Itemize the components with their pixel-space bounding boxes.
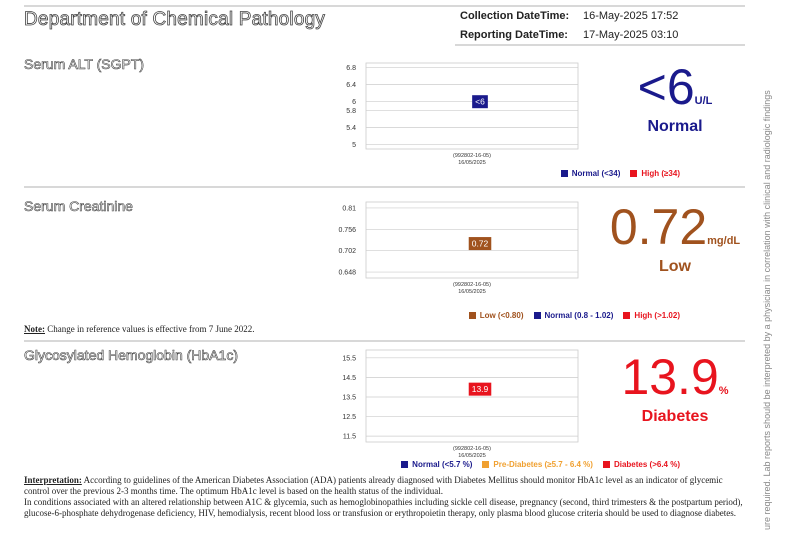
result-status: Low <box>659 258 691 275</box>
field-value: 16-May-2025 17:52 <box>583 10 679 22</box>
legend: Normal (<5.7 %) Pre-Diabetes (≥5.7 - 6.4 … <box>401 460 680 469</box>
interpretation-text: According to guidelines of the American … <box>24 475 723 496</box>
legend-label: Normal (<5.7 %) <box>412 460 473 469</box>
legend-label: High (≥34) <box>641 169 680 178</box>
value-label: 0.72 <box>472 239 489 249</box>
test-name: Serum Creatinine <box>24 198 134 215</box>
legend-label: Normal (<34) <box>571 169 621 178</box>
legend-item: Normal (<34) <box>560 169 621 178</box>
y-tick-label: 6 <box>352 99 356 106</box>
report-title: Department of Chemical Pathology <box>24 9 326 31</box>
value-label: 13.9 <box>472 384 489 394</box>
result-unit: mg/dL <box>707 235 741 247</box>
legend-label: High (>1.02) <box>634 311 680 320</box>
legend-label: Diabetes (>6.4 %) <box>613 460 680 469</box>
interpretation-paragraph: In conditions associated with an altered… <box>24 497 743 518</box>
legend-item: High (≥34) <box>630 169 680 178</box>
legend-swatch <box>560 170 568 177</box>
legend-swatch <box>630 170 638 177</box>
value-marker: 13.9 <box>468 382 492 396</box>
result-unit: % <box>718 385 729 397</box>
result: 13.9% Diabetes <box>588 352 762 426</box>
result-value: <6 <box>637 59 695 115</box>
legend-item: High (>1.02) <box>623 311 680 320</box>
legend-item: Diabetes (>6.4 %) <box>602 460 680 469</box>
legend-swatch <box>468 312 476 319</box>
legend-item: Normal (0.8 - 1.02) <box>533 311 614 320</box>
result-line: <6U/L <box>588 62 762 112</box>
interpretation: Interpretation: According to guidelines … <box>24 475 746 519</box>
y-tick-label: 12.5 <box>342 414 356 421</box>
x-label: (992802-16-05) <box>453 153 491 159</box>
legend-label: Pre-Diabetes (≥5.7 - 6.4 %) <box>493 460 593 469</box>
y-tick-label: 14.5 <box>342 375 356 382</box>
field-label: Reporting DateTime: <box>460 29 568 41</box>
legend: Low (<0.80) Normal (0.8 - 1.02) High (>1.0… <box>468 311 680 320</box>
value-box <box>472 95 488 109</box>
result-status: Normal <box>647 118 703 135</box>
plot-area <box>365 201 579 279</box>
field-label: Collection DateTime: <box>460 10 570 22</box>
field-value: 17-May-2025 03:10 <box>583 29 679 41</box>
y-tick-label: 0.702 <box>338 248 356 255</box>
y-tick-label: 5.4 <box>346 125 356 132</box>
x-label: (992802-16-05) <box>453 282 491 288</box>
legend-item: Low (<0.80) <box>468 311 524 320</box>
interpretation-label: Interpretation: <box>24 475 82 485</box>
test-name: Serum ALT (SGPT) <box>24 56 145 73</box>
legend-swatch <box>401 461 409 468</box>
legend-swatch <box>602 461 610 468</box>
y-tick-label: 15.5 <box>342 355 356 362</box>
plot-area <box>365 62 579 150</box>
result-value: 0.72 <box>609 199 708 255</box>
legend-item: Pre-Diabetes (≥5.7 - 6.4 %) <box>482 460 593 469</box>
legend-swatch <box>623 312 631 319</box>
result-line: 0.72mg/dL <box>588 202 762 252</box>
result-value: 13.9 <box>621 349 719 405</box>
side-disclaimer: ure required. Lab reports should be inte… <box>762 90 772 530</box>
result-unit: U/L <box>694 95 713 107</box>
note: Note: Change in reference values is effe… <box>24 324 255 335</box>
y-tick-label: 11.5 <box>343 434 356 441</box>
value-marker: 0.72 <box>468 237 492 251</box>
y-tick-label: 6.8 <box>346 65 356 72</box>
value-box <box>468 382 492 396</box>
value-label: <6 <box>475 97 485 107</box>
result: 0.72mg/dL Low <box>588 202 762 276</box>
note-text: Change in reference values is effective … <box>47 324 255 334</box>
result-line: 13.9% <box>588 352 762 402</box>
y-tick-label: 6.4 <box>346 82 356 89</box>
x-label: 16/05/2025 <box>458 453 486 459</box>
note-label: Note: <box>24 324 45 334</box>
value-marker: <6 <box>472 95 488 109</box>
legend-swatch <box>482 461 490 468</box>
legend-label: Low (<0.80) <box>479 311 524 320</box>
interpretation-paragraph: Interpretation: According to guidelines … <box>24 475 746 497</box>
x-label: (992802-16-05) <box>453 446 491 452</box>
x-label: 16/05/2025 <box>458 160 486 166</box>
result: <6U/L Normal <box>588 62 762 136</box>
legend: Normal (<34) High (≥34) <box>560 169 680 178</box>
legend-label: Normal (0.8 - 1.02) <box>544 311 614 320</box>
y-tick-label: 5 <box>352 142 356 149</box>
y-tick-label: 0.648 <box>338 270 356 277</box>
y-tick-label: 0.756 <box>338 227 356 234</box>
y-tick-label: 5.8 <box>346 108 356 115</box>
value-box <box>468 237 492 251</box>
y-tick-label: 0.81 <box>342 205 356 212</box>
y-tick-label: 13.5 <box>342 394 356 401</box>
test-name: Glycosylated Hemoglobin (HbA1c) <box>24 347 239 364</box>
legend-swatch <box>533 312 541 319</box>
result-status: Diabetes <box>641 408 709 425</box>
plot-area <box>365 349 579 443</box>
legend-item: Normal (<5.7 %) <box>401 460 472 469</box>
x-label: 16/05/2025 <box>458 289 486 295</box>
